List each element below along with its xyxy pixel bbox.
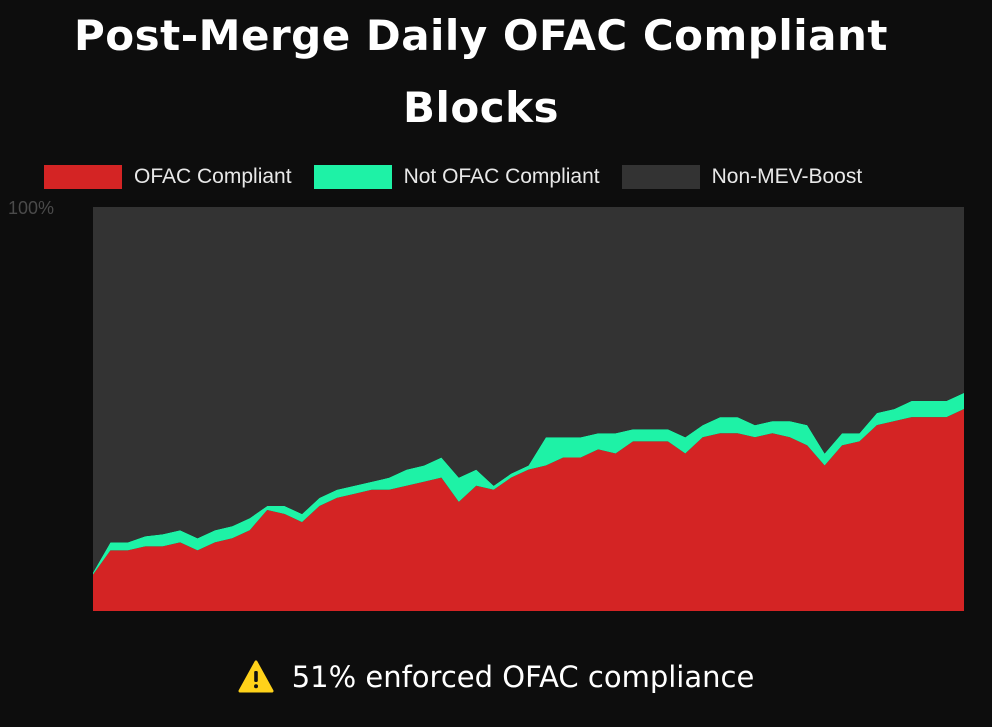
legend-item-not-ofac-compliant: Not OFAC Compliant: [313, 165, 600, 189]
legend-swatch-not-ofac-compliant: [313, 165, 392, 189]
chart-title: Post-Merge Daily OFAC Compliant Blocks: [0, 0, 962, 144]
legend-label-not-ofac-compliant: Not OFAC Compliant: [403, 165, 600, 188]
legend-item-ofac-compliant: OFAC Compliant: [44, 165, 292, 189]
warning-icon: [238, 660, 274, 693]
title-line-1: Post-Merge Daily OFAC Compliant: [74, 11, 888, 60]
legend-swatch-non-mev-boost: [621, 165, 700, 189]
footer: 51% enforced OFAC compliance: [0, 660, 992, 694]
area-non-mev-boost: [93, 207, 964, 573]
stacked-area-chart: [93, 207, 964, 611]
legend-swatch-ofac-compliant: [44, 165, 122, 189]
y-tick-label-100: 100%: [8, 198, 55, 218]
legend-item-non-mev-boost: Non-MEV-Boost: [621, 165, 863, 189]
title-line-2: Blocks: [402, 83, 560, 132]
legend-label-ofac-compliant: OFAC Compliant: [134, 165, 292, 188]
footer-text: 51% enforced OFAC compliance: [291, 660, 755, 694]
chart-legend: OFAC Compliant Not OFAC Compliant Non-ME…: [44, 163, 884, 191]
area-ofac-compliant: [93, 409, 964, 611]
legend-label-non-mev-boost: Non-MEV-Boost: [711, 165, 863, 188]
